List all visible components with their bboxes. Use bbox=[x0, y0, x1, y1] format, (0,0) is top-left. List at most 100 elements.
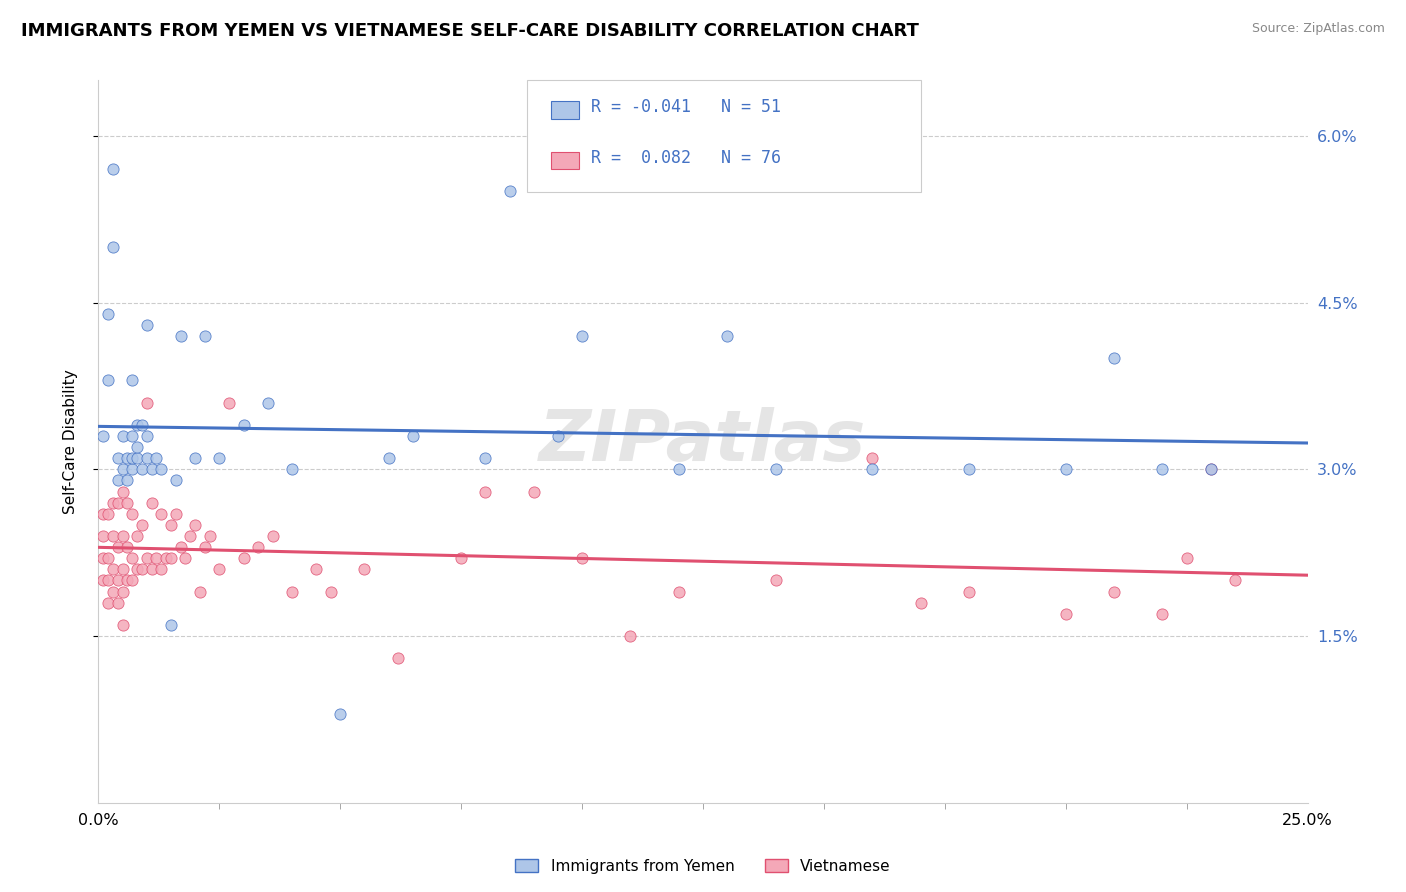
Point bbox=[450, 551, 472, 566]
Point bbox=[474, 451, 496, 466]
Point bbox=[107, 540, 129, 554]
Point bbox=[97, 596, 120, 610]
Point bbox=[387, 651, 409, 665]
Point bbox=[121, 551, 143, 566]
Point bbox=[121, 462, 143, 476]
Point bbox=[1152, 462, 1174, 476]
Point bbox=[127, 562, 149, 576]
Point bbox=[765, 462, 787, 476]
Point bbox=[101, 240, 124, 254]
Point bbox=[91, 574, 114, 588]
Point bbox=[619, 629, 641, 643]
Point bbox=[121, 574, 143, 588]
Point bbox=[305, 562, 328, 576]
Point bbox=[141, 462, 163, 476]
Point bbox=[716, 329, 738, 343]
Point bbox=[1054, 607, 1077, 621]
Point bbox=[135, 451, 157, 466]
Point bbox=[169, 329, 191, 343]
Point bbox=[121, 507, 143, 521]
Point bbox=[165, 474, 187, 488]
Point bbox=[547, 429, 569, 443]
Point bbox=[160, 551, 183, 566]
Point bbox=[498, 185, 520, 199]
Point bbox=[127, 529, 149, 543]
Point bbox=[169, 540, 191, 554]
Y-axis label: Self-Care Disability: Self-Care Disability bbox=[63, 369, 77, 514]
Point bbox=[179, 529, 201, 543]
Point bbox=[111, 618, 134, 632]
Point bbox=[1102, 584, 1125, 599]
Point bbox=[97, 373, 120, 387]
Legend: Immigrants from Yemen, Vietnamese: Immigrants from Yemen, Vietnamese bbox=[509, 853, 897, 880]
Point bbox=[111, 584, 134, 599]
Point bbox=[127, 451, 149, 466]
Point bbox=[188, 584, 211, 599]
Point bbox=[402, 429, 425, 443]
Point bbox=[208, 562, 231, 576]
Point bbox=[117, 496, 139, 510]
Point bbox=[247, 540, 270, 554]
Point bbox=[319, 584, 342, 599]
Point bbox=[131, 562, 153, 576]
Point bbox=[281, 584, 304, 599]
Point bbox=[117, 474, 139, 488]
Point bbox=[150, 462, 173, 476]
Point bbox=[668, 462, 690, 476]
Point bbox=[111, 429, 134, 443]
Point bbox=[117, 540, 139, 554]
Point bbox=[145, 451, 167, 466]
Point bbox=[1199, 462, 1222, 476]
Point bbox=[194, 540, 217, 554]
Point bbox=[141, 562, 163, 576]
Text: ZIPatlas: ZIPatlas bbox=[540, 407, 866, 476]
Point bbox=[131, 417, 153, 432]
Point bbox=[127, 417, 149, 432]
Point bbox=[262, 529, 284, 543]
Point bbox=[117, 451, 139, 466]
Point bbox=[101, 162, 124, 177]
Point bbox=[101, 529, 124, 543]
Point bbox=[101, 562, 124, 576]
Point bbox=[1199, 462, 1222, 476]
Point bbox=[174, 551, 197, 566]
Point bbox=[107, 451, 129, 466]
Point bbox=[1175, 551, 1198, 566]
Point bbox=[957, 462, 980, 476]
Point bbox=[135, 429, 157, 443]
Point bbox=[165, 507, 187, 521]
Point bbox=[474, 484, 496, 499]
Point bbox=[765, 574, 787, 588]
Point bbox=[377, 451, 399, 466]
Text: R = -0.041   N = 51: R = -0.041 N = 51 bbox=[591, 98, 780, 116]
Point bbox=[111, 484, 134, 499]
Point bbox=[184, 517, 207, 532]
Point bbox=[107, 474, 129, 488]
Point bbox=[107, 574, 129, 588]
Point bbox=[329, 706, 352, 721]
Point bbox=[135, 318, 157, 332]
Point bbox=[107, 596, 129, 610]
Point bbox=[97, 574, 120, 588]
Point bbox=[160, 618, 183, 632]
Point bbox=[117, 574, 139, 588]
Point bbox=[155, 551, 177, 566]
Point bbox=[860, 451, 883, 466]
Text: IMMIGRANTS FROM YEMEN VS VIETNAMESE SELF-CARE DISABILITY CORRELATION CHART: IMMIGRANTS FROM YEMEN VS VIETNAMESE SELF… bbox=[21, 22, 920, 40]
Point bbox=[1054, 462, 1077, 476]
Point bbox=[208, 451, 231, 466]
Point bbox=[131, 517, 153, 532]
Point bbox=[910, 596, 932, 610]
Point bbox=[91, 529, 114, 543]
Point bbox=[101, 584, 124, 599]
Point bbox=[111, 562, 134, 576]
Point bbox=[860, 462, 883, 476]
Point bbox=[91, 551, 114, 566]
Point bbox=[571, 551, 593, 566]
Point bbox=[1152, 607, 1174, 621]
Point bbox=[232, 551, 254, 566]
Point bbox=[184, 451, 207, 466]
Point bbox=[131, 462, 153, 476]
Point bbox=[1223, 574, 1246, 588]
Point bbox=[523, 484, 546, 499]
